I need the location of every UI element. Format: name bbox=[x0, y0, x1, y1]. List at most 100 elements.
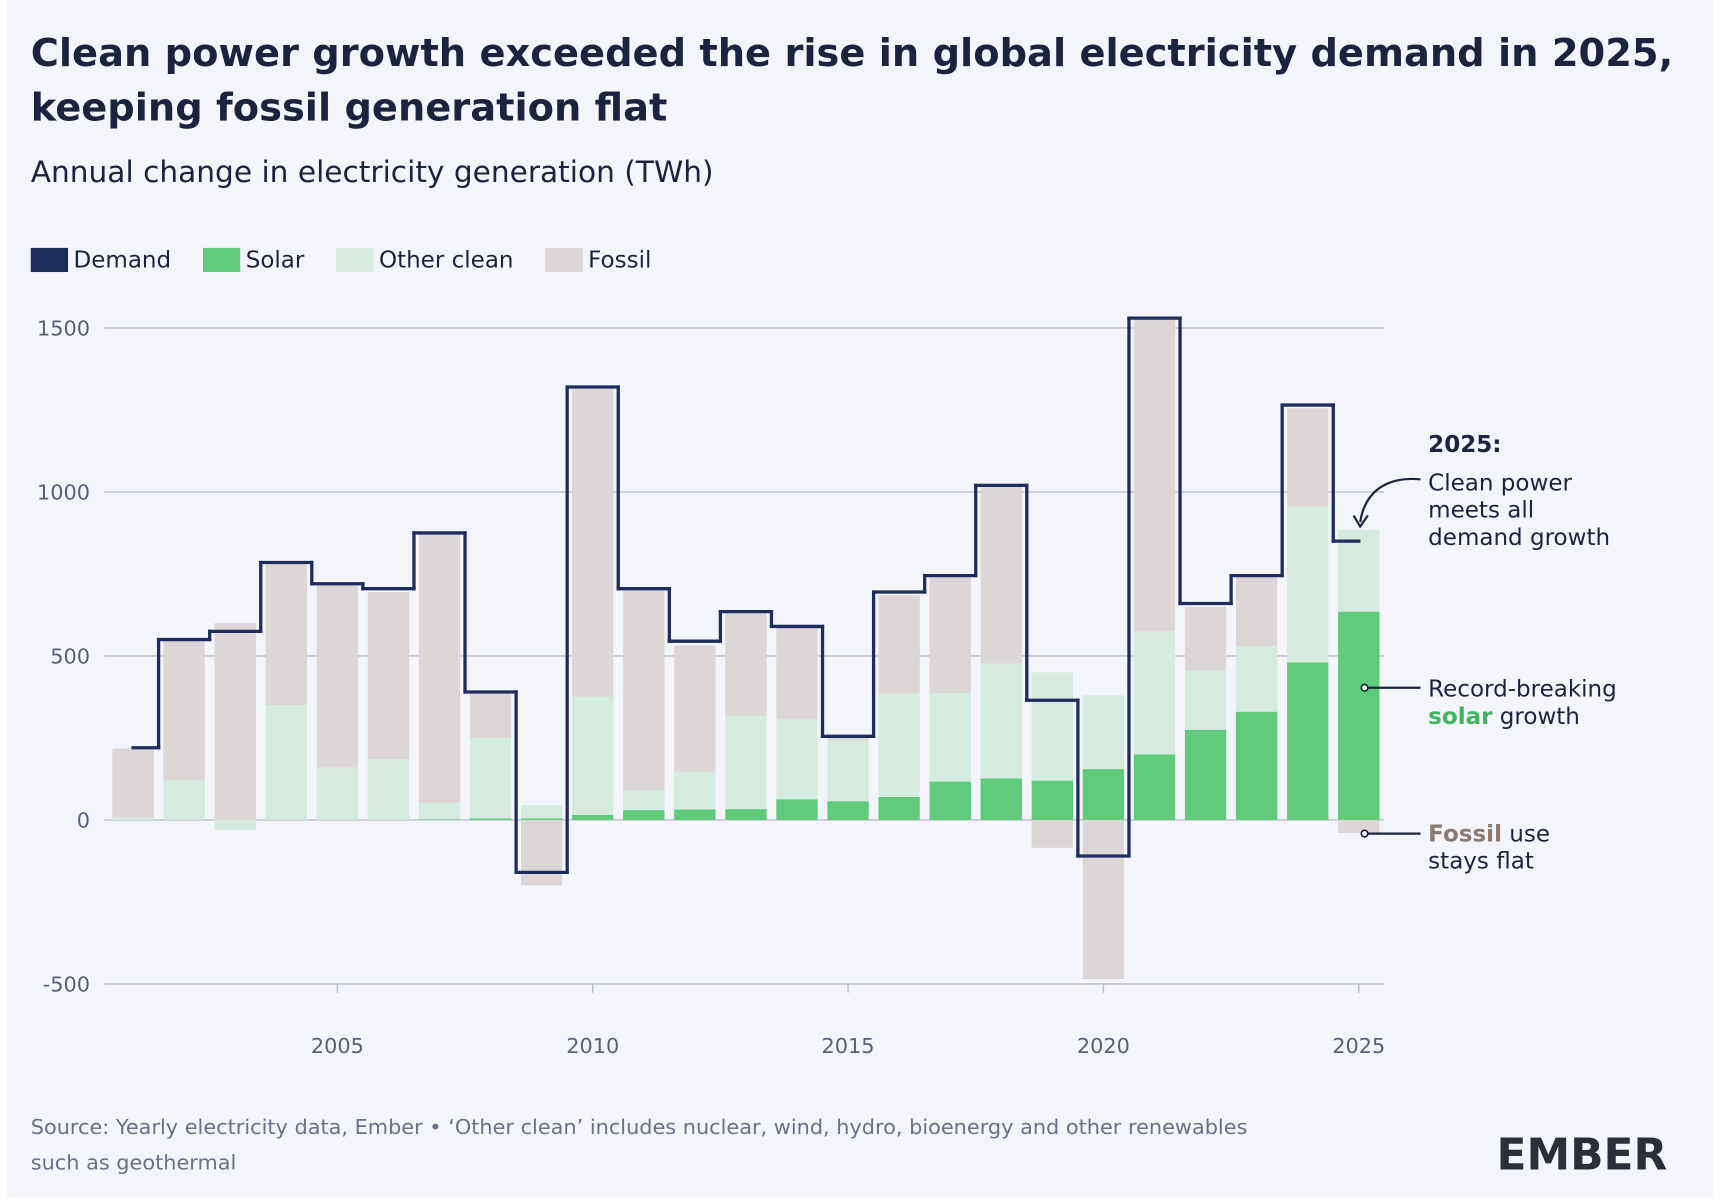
legend-swatch bbox=[336, 247, 374, 273]
annotation: demand growth bbox=[1428, 525, 1610, 551]
annotation-highlight: Fossil bbox=[1428, 821, 1502, 847]
legend-label: Other clean bbox=[379, 248, 514, 274]
bar-segment bbox=[1338, 611, 1380, 820]
bar-segment bbox=[1133, 754, 1176, 820]
bar-segment bbox=[1031, 780, 1074, 820]
annotation: Fossil use bbox=[1428, 821, 1550, 847]
x-tick-label: 2010 bbox=[566, 1034, 619, 1058]
annotation-highlight: solar bbox=[1428, 704, 1493, 730]
logo: EMBER bbox=[1497, 1129, 1668, 1180]
chart-subtitle: Annual change in electricity generation … bbox=[31, 155, 714, 189]
bar-segment bbox=[1133, 319, 1176, 632]
annotation: growth bbox=[1500, 704, 1580, 730]
bar-segment bbox=[112, 748, 154, 818]
annotation: solar growth bbox=[1428, 704, 1580, 730]
annotation: Clean power bbox=[1428, 470, 1572, 496]
bar-segment bbox=[1184, 729, 1227, 820]
bar-segment bbox=[878, 595, 920, 694]
bar-segment bbox=[1133, 631, 1176, 755]
bar-segment bbox=[572, 696, 614, 816]
bar-segment bbox=[929, 781, 971, 820]
source-note: Source: Yearly electricity data, Ember •… bbox=[31, 1115, 1248, 1139]
bar-segment bbox=[1031, 672, 1074, 781]
bar-segment bbox=[572, 815, 614, 820]
x-tick-label: 2020 bbox=[1077, 1034, 1130, 1058]
y-tick-label: -500 bbox=[43, 973, 90, 997]
bar-segment bbox=[980, 778, 1022, 820]
y-tick-label: 0 bbox=[77, 809, 90, 833]
bar-segment bbox=[520, 818, 563, 820]
annotation-heading: 2025: bbox=[1428, 432, 1501, 458]
bar-segment bbox=[572, 388, 614, 697]
legend-swatch bbox=[202, 247, 241, 273]
bar-segment bbox=[1082, 769, 1125, 820]
bar-segment bbox=[265, 705, 307, 820]
bar-segment bbox=[1338, 529, 1380, 612]
bar-segment bbox=[674, 809, 716, 820]
chart-title: keeping fossil generation flat bbox=[31, 86, 668, 131]
bar-segment bbox=[214, 819, 256, 830]
bar-segment bbox=[520, 805, 563, 819]
plot-area: -500 0 500 1000 1500 2005 2010 2015 2020 2025 bbox=[37, 316, 1385, 1058]
annotation-dot bbox=[1360, 683, 1369, 692]
bar-segment bbox=[469, 818, 512, 820]
bar-segment bbox=[1184, 670, 1227, 730]
bar-segment bbox=[674, 645, 716, 772]
bar-segment bbox=[1184, 606, 1227, 671]
bar-segment bbox=[520, 819, 563, 886]
bar-segment bbox=[776, 718, 818, 800]
bar-segment bbox=[163, 639, 205, 781]
bar-segment bbox=[623, 790, 665, 811]
legend-label: Solar bbox=[246, 248, 305, 274]
bar-segment bbox=[1287, 408, 1329, 507]
bar-segment bbox=[418, 802, 461, 820]
source-note: such as geothermal bbox=[31, 1150, 237, 1174]
bar-segment bbox=[980, 663, 1022, 779]
bar-segment bbox=[623, 590, 665, 791]
bar-segment bbox=[1287, 662, 1329, 820]
bar-segment bbox=[316, 585, 359, 768]
bar-segment bbox=[776, 627, 818, 719]
bar-segment bbox=[316, 767, 359, 820]
annotation: Record-breaking bbox=[1428, 677, 1617, 703]
bar-segment bbox=[1082, 695, 1125, 770]
y-tick-label: 1000 bbox=[37, 481, 90, 505]
bar-segment bbox=[1235, 646, 1278, 712]
bar-segment bbox=[1287, 506, 1329, 663]
bar-segment bbox=[265, 564, 307, 706]
legend-label: Fossil bbox=[588, 248, 651, 274]
bar-segment bbox=[1031, 819, 1074, 848]
bar-segment bbox=[163, 780, 205, 820]
y-tick-label: 1500 bbox=[37, 317, 90, 341]
bar-segment bbox=[1082, 819, 1125, 979]
annotation: meets all bbox=[1428, 498, 1534, 524]
bar-segment bbox=[418, 533, 461, 803]
legend-label: Demand bbox=[74, 248, 172, 274]
bar-segment bbox=[878, 796, 920, 820]
annotation: use bbox=[1509, 821, 1550, 847]
bar-segment bbox=[725, 610, 767, 716]
bar-segment bbox=[1338, 819, 1380, 834]
bar-segment bbox=[367, 759, 410, 820]
bar-segment bbox=[878, 693, 920, 797]
legend-swatch bbox=[545, 247, 583, 273]
annotation-arrowhead bbox=[1352, 514, 1369, 529]
chart-title: Clean power growth exceeded the rise in … bbox=[31, 31, 1673, 76]
x-tick-label: 2015 bbox=[822, 1034, 875, 1058]
bar-segment bbox=[776, 799, 818, 820]
x-tick-label: 2005 bbox=[311, 1034, 364, 1058]
x-tick-label: 2025 bbox=[1332, 1034, 1385, 1058]
bar-segment bbox=[112, 817, 154, 820]
bar-segment bbox=[1235, 575, 1278, 647]
annotation-arrow bbox=[1359, 477, 1421, 523]
annotation-dot bbox=[1360, 829, 1369, 838]
bar-segment bbox=[929, 693, 971, 782]
bar-segment bbox=[367, 591, 410, 760]
bar-segment bbox=[827, 801, 869, 820]
bar-segment bbox=[623, 810, 665, 820]
bar-segment bbox=[725, 715, 767, 810]
bar-segment bbox=[418, 819, 461, 820]
legend-swatch bbox=[30, 247, 69, 273]
